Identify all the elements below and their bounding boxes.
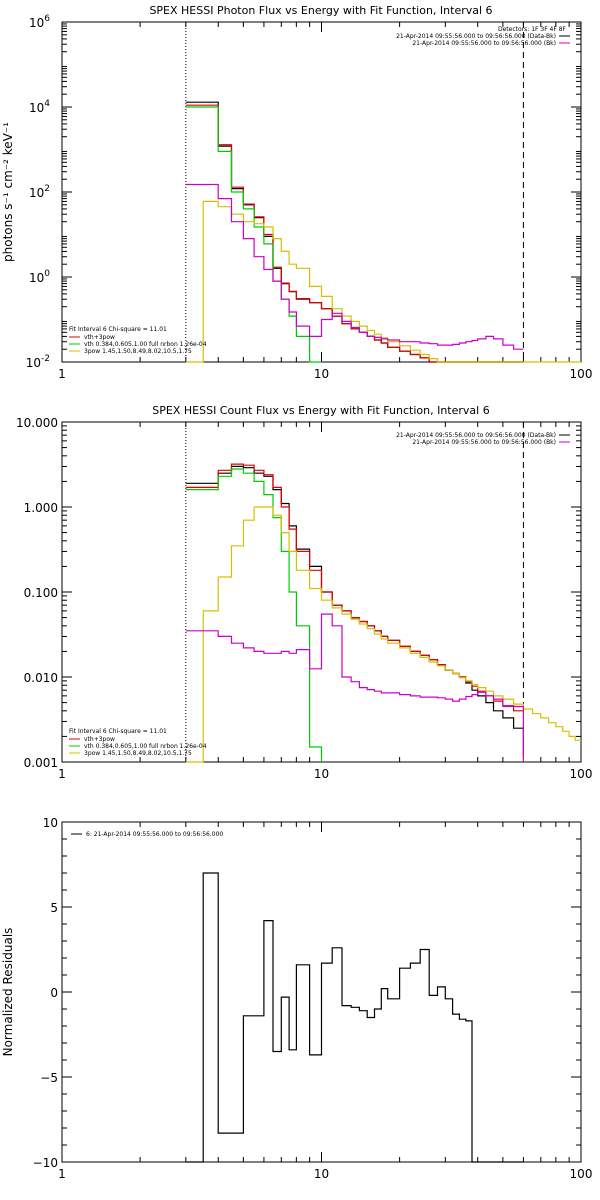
residuals-panel: 1 10 100 −10 −5 0 5 10 Normalized Residuals 6: … bbox=[1, 816, 592, 1181]
count-flux-x-tick-label: 10 bbox=[314, 767, 329, 781]
count-flux-legend-top-right: 21-Apr-2014 09:55:56.000 to 09:56:56.000… bbox=[396, 432, 570, 446]
count-flux-legend-entry-data: 21-Apr-2014 09:55:56.000 to 09:56:56.000… bbox=[396, 432, 556, 439]
count-flux-panel: SPEX HESSI Count Flux vs Energy with Fit… bbox=[16, 404, 592, 781]
photon-flux-panel: SPEX HESSI Photon Flux vs Energy with Fi… bbox=[1, 4, 592, 381]
residuals-series-0 bbox=[185, 872, 524, 1163]
photon-flux-vlines bbox=[185, 22, 524, 362]
residuals-y-tick-label: 5 bbox=[50, 901, 58, 915]
photon-flux-legend-top-right: Detectors: 1F 3F 4F 8F 21-Apr-2014 09:55… bbox=[396, 26, 570, 47]
residuals-x-tick-label: 100 bbox=[570, 1167, 593, 1181]
photon-flux-y-tick-label: 104 bbox=[29, 99, 50, 115]
count-flux-legend-bottom-left: Fit Interval 6 Chi-square = 11.01 vth+3p… bbox=[69, 728, 207, 757]
photon-flux-series-4 bbox=[185, 183, 524, 350]
count-flux-legend-entry-bk: 21-Apr-2014 09:55:56.000 to 09:56:56.000… bbox=[412, 439, 556, 446]
residuals-ylabel: Normalized Residuals bbox=[1, 928, 15, 1057]
residuals-y-tick-label: 10 bbox=[43, 816, 58, 830]
residuals-y-tick-label: −5 bbox=[40, 1071, 58, 1085]
photon-flux-y-tick-label: 10-2 bbox=[26, 354, 50, 370]
count-flux-series bbox=[185, 463, 581, 763]
photon-flux-x-tick-label: 100 bbox=[570, 367, 593, 381]
photon-flux-legend-entry-data: 21-Apr-2014 09:55:56.000 to 09:56:56.000… bbox=[396, 33, 556, 40]
photon-flux-series-3 bbox=[185, 200, 581, 363]
count-flux-fit-entry-vth: vth 0.384,0.605,1.00 full nrbon 1.26e-04 bbox=[84, 743, 207, 750]
count-flux-y-tick-label: 0.100 bbox=[24, 586, 58, 600]
photon-flux-fit-entry-vth: vth 0.384,0.605,1.00 full nrbon 1.26e-04 bbox=[84, 341, 207, 348]
residuals-x-tick-label: 10 bbox=[314, 1167, 329, 1181]
count-flux-series-4 bbox=[185, 613, 524, 762]
photon-flux-series-0 bbox=[185, 101, 524, 363]
photon-flux-ylabel: photons s⁻¹ cm⁻² keV⁻¹ bbox=[1, 122, 15, 262]
photon-flux-y-tick-label: 106 bbox=[29, 14, 50, 30]
photon-flux-series bbox=[185, 101, 581, 363]
residuals-x-tick-label: 1 bbox=[58, 1167, 66, 1181]
count-flux-y-tick-label: 0.010 bbox=[24, 671, 58, 685]
photon-flux-series-2 bbox=[185, 106, 322, 363]
count-flux-vlines bbox=[185, 422, 524, 762]
photon-flux-legend-bottom-left: Fit Interval 6 Chi-square = 11.01 vth+3p… bbox=[69, 326, 207, 355]
count-flux-x-tick-label: 100 bbox=[570, 767, 593, 781]
photon-flux-x-tick-label: 1 bbox=[58, 367, 66, 381]
count-flux-fit-header: Fit Interval 6 Chi-square = 11.01 bbox=[69, 728, 167, 735]
count-flux-series-0 bbox=[185, 465, 524, 756]
photon-flux-plot-frame bbox=[61, 21, 582, 363]
photon-flux-legend-header: Detectors: 1F 3F 4F 8F bbox=[498, 26, 567, 33]
photon-flux-ticks: 1 10 100 10-2 100 102 104 106 bbox=[26, 14, 593, 381]
count-flux-series-2 bbox=[185, 468, 323, 762]
photon-flux-x-tick-label: 10 bbox=[314, 367, 329, 381]
count-flux-series-3 bbox=[185, 506, 581, 763]
count-flux-y-tick-label: 10.000 bbox=[16, 416, 58, 430]
count-flux-title: SPEX HESSI Count Flux vs Energy with Fit… bbox=[152, 404, 489, 417]
residuals-y-tick-label: 0 bbox=[50, 986, 58, 1000]
photon-flux-fit-entry-total: vth+3pow bbox=[84, 334, 115, 341]
photon-flux-fit-entry-3pow: 3pow 1.45,1.50,8.49,8.02,10.5,1.75 bbox=[84, 348, 192, 355]
residuals-ticks: 1 10 100 −10 −5 0 5 10 bbox=[33, 816, 593, 1181]
residuals-legend-entry: 6: 21-Apr-2014 09:55:56.000 to 09:56:56.… bbox=[86, 831, 223, 838]
count-flux-fit-entry-3pow: 3pow 1.45,1.50,8.49,8.02,10.5,1.75 bbox=[84, 750, 192, 757]
photon-flux-fit-header: Fit Interval 6 Chi-square = 11.01 bbox=[69, 326, 167, 333]
count-flux-ticks: 1 10 100 0.001 0.010 0.100 1.000 10.000 bbox=[16, 416, 592, 781]
residuals-legend-top-left: 6: 21-Apr-2014 09:55:56.000 to 09:56:56.… bbox=[71, 831, 223, 838]
count-flux-y-tick-label: 0.001 bbox=[24, 756, 58, 770]
count-flux-y-tick-label: 1.000 bbox=[24, 501, 58, 515]
count-flux-x-tick-label: 1 bbox=[58, 767, 66, 781]
photon-flux-y-tick-label: 100 bbox=[29, 269, 50, 285]
count-flux-series-1 bbox=[185, 463, 524, 712]
photon-flux-y-tick-label: 102 bbox=[29, 184, 50, 200]
residuals-series bbox=[185, 872, 524, 1163]
photon-flux-title: SPEX HESSI Photon Flux vs Energy with Fi… bbox=[149, 4, 492, 17]
count-flux-fit-entry-total: vth+3pow bbox=[84, 736, 115, 743]
residuals-y-tick-label: −10 bbox=[33, 1156, 58, 1170]
photon-flux-legend-entry-bk: 21-Apr-2014 09:55:56.000 to 09:56:56.000… bbox=[412, 40, 556, 47]
photon-flux-series-1 bbox=[185, 104, 524, 363]
